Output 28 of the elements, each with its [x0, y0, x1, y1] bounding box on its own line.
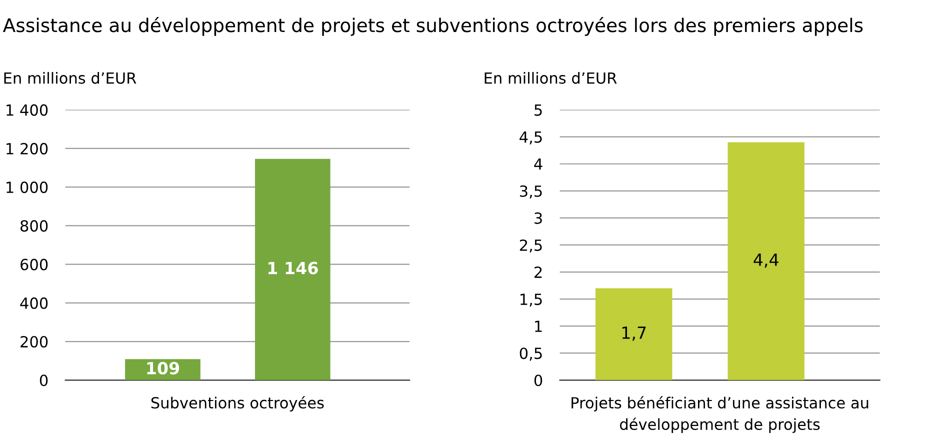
data-label: 4,4: [754, 254, 778, 268]
data-label: 109: [147, 362, 180, 374]
data-label: 1 146: [268, 262, 318, 274]
y-tick-label: 1 400: [6, 104, 48, 116]
data-label: 1,7: [622, 326, 646, 341]
y-tick-label: 1 000: [6, 182, 48, 194]
x-axis-title: Projets bénéficiant d’une assistance au développement de projets: [572, 396, 868, 434]
chart-title: Assistance au développement de projets et subventions octroyées lors des premiers appels: [2, 17, 863, 36]
y-tick-label: 2,5: [520, 239, 542, 253]
y-tick-label: 600: [20, 258, 48, 270]
y-tick-label: 0: [40, 374, 48, 386]
y-tick-label: 1,5: [520, 294, 542, 307]
y-tick-label: 3,5: [520, 185, 542, 198]
y-tick-label: 4: [534, 158, 542, 170]
y-tick-label: 1: [535, 320, 542, 332]
y-tick-label: 3: [534, 212, 542, 224]
y-tick-label: 400: [20, 297, 48, 309]
y-tick-label: 1 200: [6, 142, 48, 154]
y-tick-label: 0,5: [520, 348, 542, 361]
x-axis-title: Subventions octroyées: [151, 396, 324, 412]
y-axis-title: En millions d’EUR: [484, 72, 617, 84]
y-tick-label: 2: [534, 266, 542, 278]
y-tick-label: 4,5: [520, 132, 542, 144]
y-tick-label: 5: [534, 104, 542, 116]
y-axis-title: En millions d’EUR: [4, 72, 136, 84]
y-tick-label: 800: [20, 220, 48, 232]
y-tick-label: 200: [20, 336, 48, 348]
y-tick-label: 0: [534, 374, 542, 386]
